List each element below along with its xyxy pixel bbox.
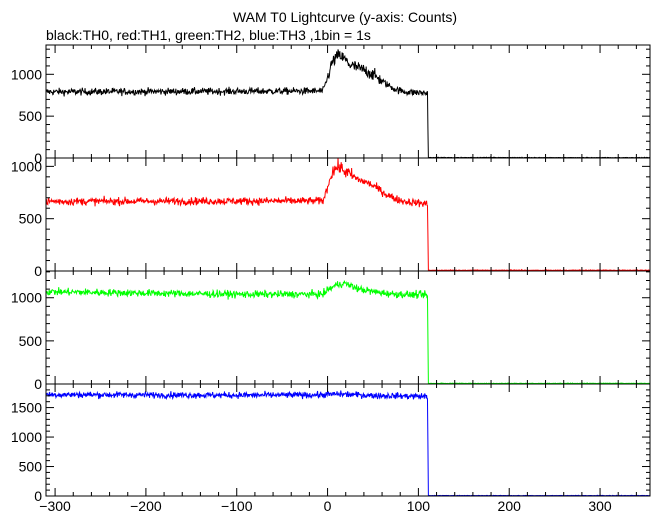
y-tick-label: 500 (19, 108, 43, 124)
chart-subtitle: black:TH0, red:TH1, green:TH2, blue:TH3 … (46, 27, 371, 43)
y-tick-label: 0 (34, 376, 42, 392)
series-line-th3 (45, 390, 651, 497)
x-tick-label: −200 (130, 498, 162, 514)
y-tick-label: 0 (34, 150, 42, 166)
series-line-th2 (45, 280, 651, 385)
chart-title: WAM T0 Lightcurve (y-axis: Counts) (232, 9, 458, 25)
series-line-th0 (45, 49, 651, 159)
panel-th3: 0 500 1000 1500 (11, 383, 651, 504)
y-tick-label: 500 (19, 333, 43, 349)
x-tick-label: −100 (221, 498, 253, 514)
panel-th2: 0 500 1000 (11, 270, 651, 392)
panel-frame (45, 383, 651, 497)
y-tick-label: 1500 (11, 400, 42, 416)
panel-th0: 0 500 1000 (11, 44, 651, 166)
x-tick-label: 0 (324, 498, 332, 514)
y-tick-label: 500 (19, 211, 43, 227)
y-tick-label: 1000 (11, 66, 42, 82)
x-axis: −300 −200 −100 0 100 200 300 (39, 498, 612, 514)
panel-frame (45, 270, 651, 385)
y-tick-label: 1000 (11, 290, 42, 306)
x-tick-label: −300 (39, 498, 71, 514)
y-tick-label: 0 (34, 488, 42, 504)
y-tick-label: 0 (34, 263, 42, 279)
x-tick-label: 100 (407, 498, 431, 514)
y-tick-label: 500 (19, 459, 43, 475)
y-tick-label: 1000 (11, 158, 42, 174)
panel-th1: 0 500 1000 (11, 157, 651, 279)
y-tick-label: 1000 (11, 429, 42, 445)
x-tick-label: 200 (498, 498, 522, 514)
x-tick-label: 300 (588, 498, 612, 514)
series-line-th1 (45, 157, 651, 272)
